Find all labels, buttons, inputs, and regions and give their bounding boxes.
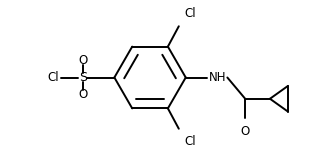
- Text: O: O: [78, 88, 87, 101]
- Text: Cl: Cl: [185, 7, 196, 20]
- Text: Cl: Cl: [47, 71, 59, 84]
- Text: O: O: [241, 124, 250, 137]
- Text: NH: NH: [208, 71, 226, 84]
- Text: O: O: [78, 54, 87, 67]
- Text: Cl: Cl: [185, 135, 196, 148]
- Text: S: S: [79, 71, 87, 84]
